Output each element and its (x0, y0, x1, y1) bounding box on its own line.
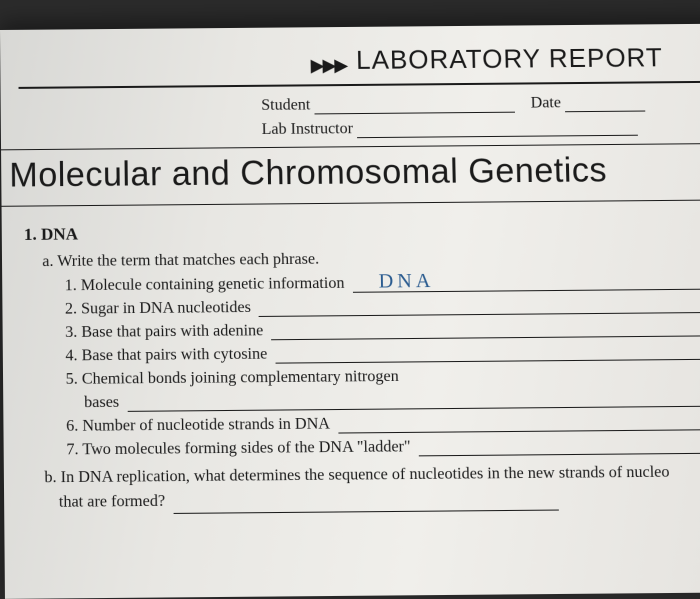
sub-b-line1: b. In DNA replication, what determines t… (44, 463, 669, 486)
meta-block: Student Date Lab Instructor (1, 93, 700, 141)
header-bar: ▶▶▶ LABORATORY REPORT (18, 42, 700, 79)
question-5-line2: bases (84, 388, 700, 412)
question-4: 4. Base that pairs with cytosine (65, 341, 700, 365)
q5-text-cont: bases (84, 394, 127, 413)
sub-a-heading: a. Write the term that matches each phra… (42, 247, 700, 271)
question-6: 6. Number of nucleotide strands in DNA (66, 412, 700, 436)
sub-b-blank (173, 496, 558, 514)
question-7: 7. Two molecules forming sides of the DN… (66, 435, 700, 459)
question-5-line1: 5a.5. Chemical bonds joining complementa… (66, 365, 700, 389)
q7-blank (418, 435, 700, 456)
q1-answer-handwritten: DNA (378, 270, 434, 294)
date-blank (565, 97, 646, 112)
q6-blank (338, 412, 700, 434)
q3-blank (271, 318, 700, 340)
q3-text: 3. Base that pairs with adenine (65, 322, 271, 342)
q1-blank: DNA (352, 271, 700, 292)
section-heading: 1. DNA (24, 219, 700, 245)
main-title: Molecular and Chromosomal Genetics (1, 150, 700, 196)
worksheet-page: ▶▶▶ LABORATORY REPORT Student Date Lab I… (0, 24, 700, 599)
date-label: Date (530, 94, 561, 112)
meta-row-2: Lab Instructor (261, 117, 683, 139)
meta-row-1: Student Date (261, 93, 682, 115)
content: 1. DNA a. Write the term that matches ea… (2, 219, 700, 516)
q5-blank (127, 388, 700, 412)
instructor-label: Lab Instructor (261, 120, 353, 139)
divider-mid-1 (1, 143, 700, 150)
instructor-blank (357, 122, 638, 139)
q4-text: 4. Base that pairs with cytosine (65, 345, 275, 365)
q6-text: 6. Number of nucleotide strands in DNA (66, 415, 338, 436)
divider-top (19, 81, 700, 89)
arrow-icons: ▶▶▶ (310, 55, 346, 76)
student-label: Student (261, 96, 310, 114)
student-blank (314, 99, 515, 115)
sub-b: b. In DNA replication, what determines t… (44, 460, 700, 515)
divider-mid-2 (2, 199, 700, 206)
question-1: 1. Molecule containing genetic informati… (65, 271, 700, 295)
q1-text: 1. Molecule containing genetic informati… (65, 275, 353, 296)
q7-text: 7. Two molecules forming sides of the DN… (66, 438, 419, 460)
report-title: LABORATORY REPORT (356, 42, 663, 76)
question-3: 3. Base that pairs with adenine (65, 318, 700, 342)
q2-blank (259, 295, 700, 317)
q2-text: 2. Sugar in DNA nucleotides (65, 299, 259, 319)
question-2: 2. Sugar in DNA nucleotides (65, 295, 700, 319)
q4-blank (275, 341, 700, 363)
sub-b-line2: that are formed? (59, 492, 165, 510)
